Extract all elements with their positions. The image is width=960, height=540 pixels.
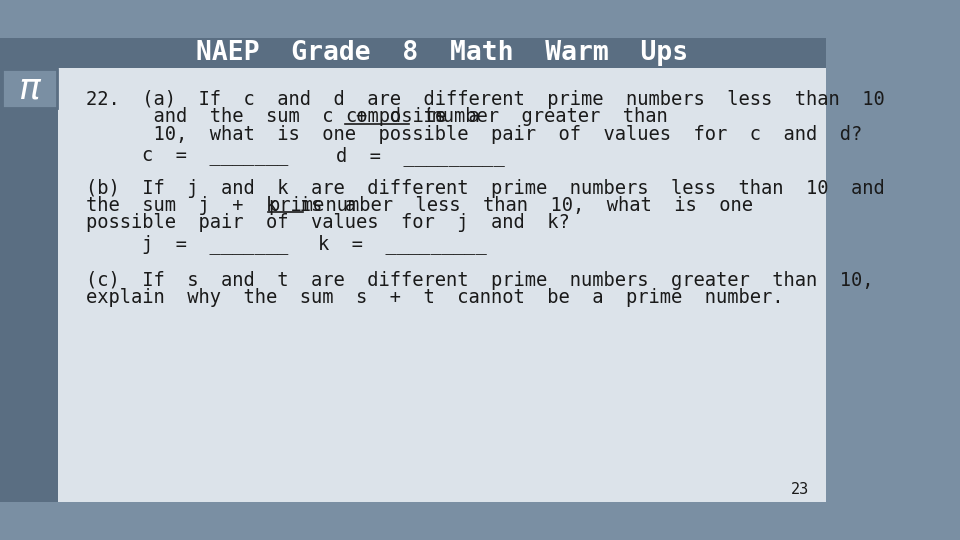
Text: π: π [18,71,40,105]
Text: (c)  If  s  and  t  are  different  prime  numbers  greater  than  10,: (c) If s and t are different prime numbe… [86,271,874,290]
Text: number  greater  than: number greater than [409,107,667,126]
Text: k  =  _________: k = _________ [319,234,487,254]
Text: explain  why  the  sum  s  +  t  cannot  be  a  prime  number.: explain why the sum s + t cannot be a pr… [86,288,783,307]
Text: composite: composite [346,107,446,126]
Text: 22.  (a)  If  c  and  d  are  different  prime  numbers  less  than  10: 22. (a) If c and d are different prime n… [86,90,885,109]
Text: prime: prime [268,196,324,215]
Text: j  =  _______: j = _______ [142,234,288,254]
Text: 10,  what  is  one  possible  pair  of  values  for  c  and  d?: 10, what is one possible pair of values … [86,125,862,144]
Text: 23: 23 [791,482,809,497]
Text: possible  pair  of  values  for  j  and  k?: possible pair of values for j and k? [86,213,570,232]
Text: c  =  _______: c = _______ [142,146,288,165]
FancyBboxPatch shape [2,69,57,109]
Text: and  the  sum  c  +  d  is  a: and the sum c + d is a [86,107,502,126]
FancyBboxPatch shape [59,65,826,502]
Text: number  less  than  10,  what  is  one: number less than 10, what is one [303,196,754,215]
Text: the  sum  j  +  k  is  a: the sum j + k is a [86,196,378,215]
FancyBboxPatch shape [0,38,59,502]
Text: d  =  _________: d = _________ [335,146,504,166]
Text: (b)  If  j  and  k  are  different  prime  numbers  less  than  10  and: (b) If j and k are different prime numbe… [86,179,885,198]
Text: NAEP  Grade  8  Math  Warm  Ups: NAEP Grade 8 Math Warm Ups [196,40,688,66]
FancyBboxPatch shape [59,38,826,68]
